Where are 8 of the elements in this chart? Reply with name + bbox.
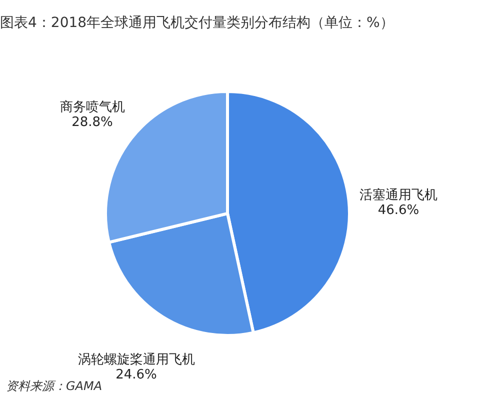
slice-label: 商务喷气机 bbox=[60, 100, 125, 116]
data-label: 24.6% bbox=[116, 367, 157, 382]
chart-title: 图表4：2018年全球通用飞机交付量类别分布结构（单位：%） bbox=[0, 15, 394, 31]
slice-label: 涡轮螺旋桨通用飞机 bbox=[78, 352, 195, 368]
text: 资料来源：GAMA bbox=[6, 379, 102, 393]
data-label: 46.6% bbox=[378, 203, 420, 218]
data-label: 28.8% bbox=[72, 115, 113, 130]
slice-label: 活塞通用飞机 bbox=[360, 187, 438, 204]
